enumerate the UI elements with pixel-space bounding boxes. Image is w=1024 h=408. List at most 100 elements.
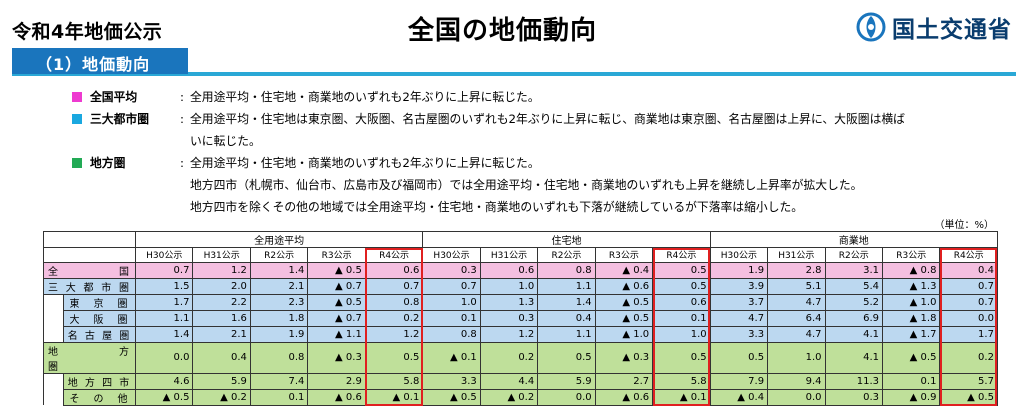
note-label: 三大都市圏 [90, 112, 149, 126]
mlit-logo-icon [856, 12, 886, 42]
land-price-table: 全用途平均 住宅地 商業地 H30公示 H31公示 R2公示 R3公示 R4公示 H30公示 H… [43, 231, 998, 406]
indent-cell [43, 310, 64, 326]
table-row: 全 国 0.7 1.2 1.4 ▲ 0.5 0.6 0.3 0.6 0.8 ▲ 0.4 0.5 1.9… [43, 261, 998, 279]
value-cell: 0.6 [652, 293, 711, 311]
row-label: 地 方 四 市 [63, 372, 136, 390]
value-cell: ▲ 0.2 [479, 388, 539, 406]
value-cell: 4.4 [479, 372, 539, 390]
value-cell: 3.7 [709, 293, 769, 311]
row-label: そ の 他 [63, 388, 136, 406]
note-colon: : [180, 90, 184, 104]
value-cell: 0.8 [249, 341, 309, 374]
note-row: 地方圏: 全用途平均・住宅地・商業地のいずれも2年ぶりに上昇に転じた。 地方四市（札… [72, 152, 1002, 218]
value-cell: 5.8 [652, 372, 711, 390]
value-cell: 3.3 [709, 325, 769, 343]
value-cell: 0.5 [709, 341, 769, 374]
table-group-header: 全用途平均 住宅地 商業地 [43, 231, 998, 248]
year-header: R4公示 [364, 247, 424, 263]
table-row: 地 方 四 市 4.6 5.9 7.4 2.9 5.8 3.3 4.4 5.9 2.7 5.8 7.9… [43, 372, 998, 390]
value-cell: ▲ 1.0 [881, 293, 941, 311]
indent-cell [43, 373, 64, 389]
row-label: 地 方 圏 [43, 341, 153, 374]
value-cell: 0.5 [537, 341, 596, 374]
value-cell: 5.8 [364, 372, 424, 390]
page-title: 全国の地価動向 [408, 16, 598, 46]
value-cell: ▲ 1.1 [307, 325, 366, 343]
section-tab: （1）地価動向 [12, 48, 188, 74]
value-cell: 5.7 [939, 372, 998, 390]
value-cell: ▲ 0.8 [881, 261, 941, 279]
value-cell: 2.2 [192, 293, 251, 311]
row-label: 名 古 屋 圏 [63, 325, 136, 343]
year-header: H31公示 [479, 247, 539, 263]
section-bar: （1）地価動向 [12, 48, 1016, 76]
note-text: いに転じた。 [190, 134, 261, 148]
row-label: 東 京 圏 [63, 293, 136, 311]
row-label: 三 大 都 市 圏 [43, 277, 136, 295]
value-cell: 0.4 [537, 309, 596, 327]
value-cell: 0.2 [939, 341, 998, 374]
table-row: 名 古 屋 圏 1.4 2.1 1.9 ▲ 1.1 1.2 0.8 1.2 1.1 ▲ 1.0 1.… [43, 325, 998, 343]
value-cell: 4.6 [134, 372, 194, 390]
value-cell: 7.9 [709, 372, 769, 390]
value-cell: 2.9 [307, 372, 366, 390]
note-label: 地方圏 [90, 156, 126, 170]
value-cell: 0.7 [422, 277, 481, 295]
value-cell: 1.7 [939, 325, 998, 343]
note-colon: : [180, 112, 184, 126]
note-text: 地方四市（札幌市、仙台市、広島市及び福岡市）では全用途平均・住宅地・商業地のいず… [190, 178, 863, 192]
value-cell: 0.6 [479, 261, 539, 279]
year-header: R3公示 [307, 247, 366, 263]
year-header: H31公示 [767, 247, 826, 263]
value-cell: 0.7 [364, 277, 424, 295]
value-cell: ▲ 0.3 [307, 341, 366, 374]
value-cell: 0.4 [939, 261, 998, 279]
value-cell: 1.2 [479, 325, 539, 343]
value-cell: 1.4 [537, 293, 596, 311]
year-header: R4公示 [939, 247, 998, 263]
value-cell: 0.1 [422, 309, 481, 327]
value-cell: 1.4 [134, 325, 194, 343]
value-cell: 5.1 [767, 277, 826, 295]
note-colon: : [180, 156, 184, 170]
value-cell: 0.3 [479, 309, 539, 327]
value-cell: 0.7 [939, 277, 998, 295]
value-cell: ▲ 0.6 [594, 277, 654, 295]
value-cell: 0.1 [652, 309, 711, 327]
year-header: R3公示 [594, 247, 654, 263]
value-cell: 1.0 [479, 277, 539, 295]
value-cell: 9.4 [767, 372, 826, 390]
page-header: 令和4年地価公示 全国の地価動向 国土交通省 [0, 0, 1024, 50]
year-header: R2公示 [537, 247, 596, 263]
value-cell: 1.2 [364, 325, 424, 343]
value-cell: 0.0 [939, 309, 998, 327]
value-cell: 1.3 [479, 293, 539, 311]
ministry-name: 国土交通省 [892, 17, 1012, 43]
year-header: H30公示 [134, 247, 194, 263]
value-cell: 0.7 [939, 293, 998, 311]
column-group-header: 住宅地 [422, 231, 711, 248]
row-label: 大 阪 圏 [63, 309, 136, 327]
note-text: 地方四市を除くその他の地域では全用途平均・住宅地・商業地のいずれも下落が継続して… [190, 200, 804, 214]
table-row: そ の 他 ▲ 0.5 ▲ 0.2 0.1 ▲ 0.6 ▲ 0.1 ▲ 0.5 ▲ 0.2 0.… [43, 388, 998, 406]
value-cell: 6.4 [767, 309, 826, 327]
value-cell: ▲ 0.7 [307, 277, 366, 295]
year-header: R3公示 [881, 247, 941, 263]
legend-square-icon [72, 92, 82, 102]
column-group-header: 商業地 [709, 231, 998, 248]
value-cell: ▲ 0.1 [364, 388, 424, 406]
value-cell: 0.5 [652, 341, 711, 374]
value-cell: 3.3 [422, 372, 481, 390]
value-cell: 0.0 [767, 388, 826, 406]
value-cell: 1.8 [249, 309, 309, 327]
value-cell: ▲ 0.4 [594, 261, 654, 279]
value-cell: 1.7 [134, 293, 194, 311]
value-cell: 1.2 [192, 261, 251, 279]
value-cell: 2.3 [249, 293, 309, 311]
value-cell: ▲ 0.6 [594, 388, 654, 406]
legend-square-icon [72, 158, 82, 168]
year-header: H31公示 [192, 247, 251, 263]
value-cell: 2.8 [767, 261, 826, 279]
ministry-logo: 国土交通省 [856, 10, 1012, 44]
value-cell: ▲ 0.1 [652, 388, 711, 406]
